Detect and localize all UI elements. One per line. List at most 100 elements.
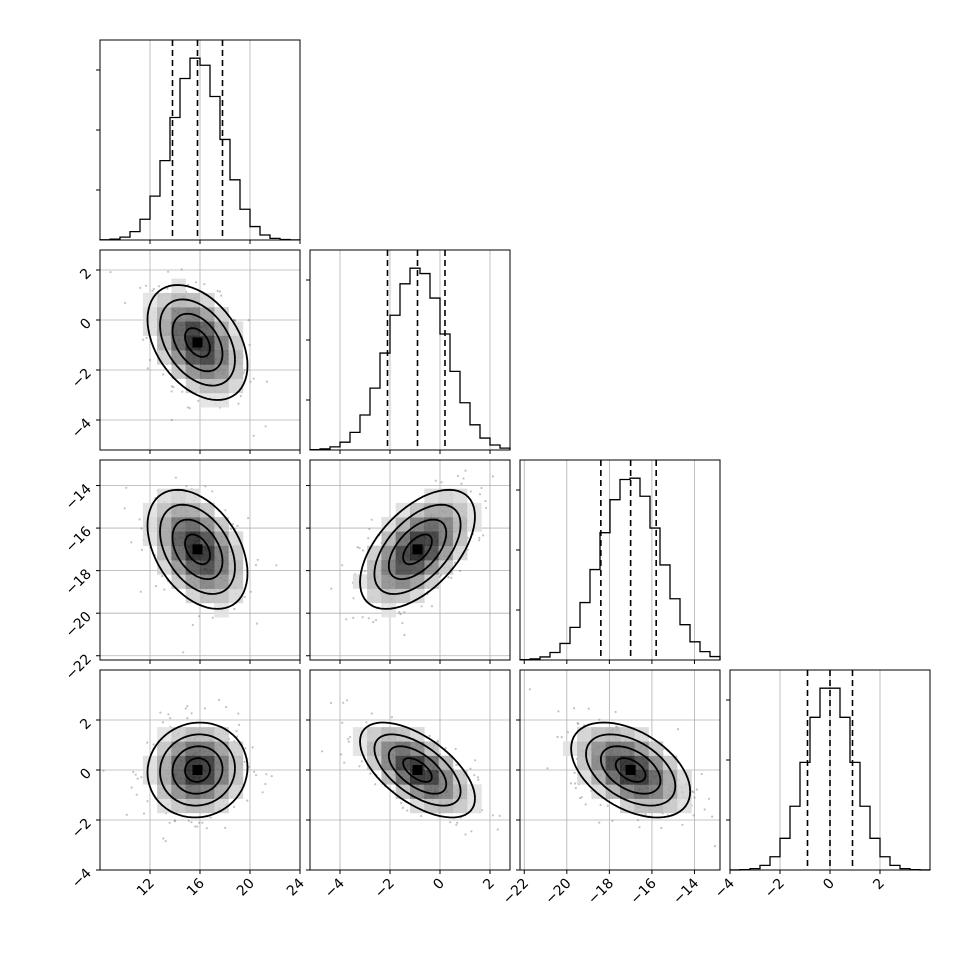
panel-2d-3-2: [306, 459, 511, 664]
scatter-point: [102, 769, 105, 772]
scatter-point: [343, 761, 346, 764]
scatter-point: [225, 706, 228, 709]
scatter-point: [173, 820, 176, 823]
scatter-point: [406, 809, 409, 812]
density-cell: [214, 364, 229, 379]
scatter-point: [254, 563, 258, 567]
scatter-point: [216, 289, 219, 292]
scatter-point: [247, 517, 250, 520]
contour-line: [159, 503, 236, 595]
scatter-point: [478, 539, 481, 542]
axes-frame: [729, 669, 931, 871]
density-cell: [452, 770, 468, 785]
density-cell: [677, 784, 692, 799]
axes-frame: [99, 459, 301, 661]
density-cell: [381, 602, 396, 618]
scatter-point: [169, 717, 172, 720]
density-cell: [214, 335, 229, 351]
density-cell: [577, 727, 592, 742]
scatter-point: [201, 821, 204, 824]
y-tick-label: −2: [69, 816, 95, 842]
y-tick-label: −4: [69, 865, 95, 891]
y-tick-label: −14: [63, 481, 95, 513]
scatter-point: [125, 486, 128, 489]
density-cell: [634, 755, 649, 771]
scatter-point: [265, 773, 268, 776]
scatter-point: [247, 765, 251, 769]
scatter-point: [168, 821, 171, 824]
scatter-point: [170, 418, 173, 422]
density-peak: [192, 765, 203, 775]
scatter-point: [474, 759, 477, 762]
scatter-point: [450, 576, 453, 580]
scatter-point: [703, 808, 706, 811]
density-cell: [200, 545, 215, 561]
scatter-point: [579, 797, 582, 800]
scatter-point: [491, 475, 494, 478]
scatter-point: [361, 616, 364, 619]
scatter-point: [464, 833, 467, 836]
scatter-point: [361, 549, 365, 552]
histogram-step-line: [729, 687, 931, 871]
x-tick-label: −20: [542, 876, 574, 908]
scatter-point: [251, 746, 254, 749]
scatter-point: [681, 823, 684, 826]
scatter-point: [243, 760, 246, 763]
scatter-point: [166, 287, 169, 290]
density-cell: [185, 378, 201, 394]
scatter-point: [159, 711, 162, 714]
density-cell: [171, 335, 186, 351]
histogram-panel-4: −4 −2 0 2: [712, 669, 931, 901]
x-tick-label: 20: [234, 876, 258, 900]
density-cell: [228, 321, 244, 336]
contour-line: [402, 757, 433, 783]
x-tick-label: 0: [820, 876, 838, 894]
density-cell: [200, 392, 215, 408]
scatter-point: [693, 796, 696, 799]
scatter-point: [186, 406, 189, 409]
density-cell: [605, 741, 621, 756]
y-tick-label: −20: [63, 609, 95, 641]
contour-line: [184, 327, 211, 358]
density-cell: [185, 350, 201, 365]
scatter-point: [246, 799, 249, 802]
scatter-point: [473, 774, 476, 777]
scatter-point: [249, 380, 252, 383]
scatter-point: [152, 743, 155, 746]
panel-2d-4-3: −22 −20 −18 −16 −14: [500, 669, 721, 908]
scatter-point: [162, 837, 165, 840]
density-cell: [200, 517, 215, 532]
density-cell: [424, 545, 439, 561]
contour-line: [614, 757, 647, 783]
scatter-point: [584, 803, 587, 806]
scatter-point: [469, 767, 472, 770]
scatter-point: [184, 707, 187, 710]
density-cell: [200, 531, 215, 546]
scatter-point: [264, 782, 267, 786]
scatter-point: [132, 770, 135, 774]
density-cell: [395, 741, 411, 756]
contour-line: [373, 503, 462, 595]
density-cell: [424, 755, 439, 771]
density-cell: [620, 741, 635, 756]
scatter-point: [367, 537, 370, 540]
density-cell: [228, 560, 244, 575]
scatter-point: [167, 713, 170, 716]
contour-line: [184, 757, 211, 783]
density-cell: [591, 770, 606, 785]
scatter-point: [190, 712, 193, 715]
scatter-point: [430, 605, 434, 608]
scatter-point: [167, 270, 170, 273]
scatter-point: [138, 518, 141, 521]
density-cell: [171, 350, 186, 365]
scatter-point: [142, 812, 146, 815]
scatter-point: [140, 527, 143, 530]
density-cell: [185, 741, 201, 756]
density-peak: [192, 337, 203, 348]
scatter-point: [341, 564, 344, 567]
panel-2d-3-1: −22 −20 −18 −16 −14: [63, 459, 301, 683]
scatter-point: [346, 699, 349, 702]
scatter-point: [587, 707, 590, 710]
y-tick-label: 2: [77, 266, 95, 284]
density-cell: [157, 292, 172, 308]
